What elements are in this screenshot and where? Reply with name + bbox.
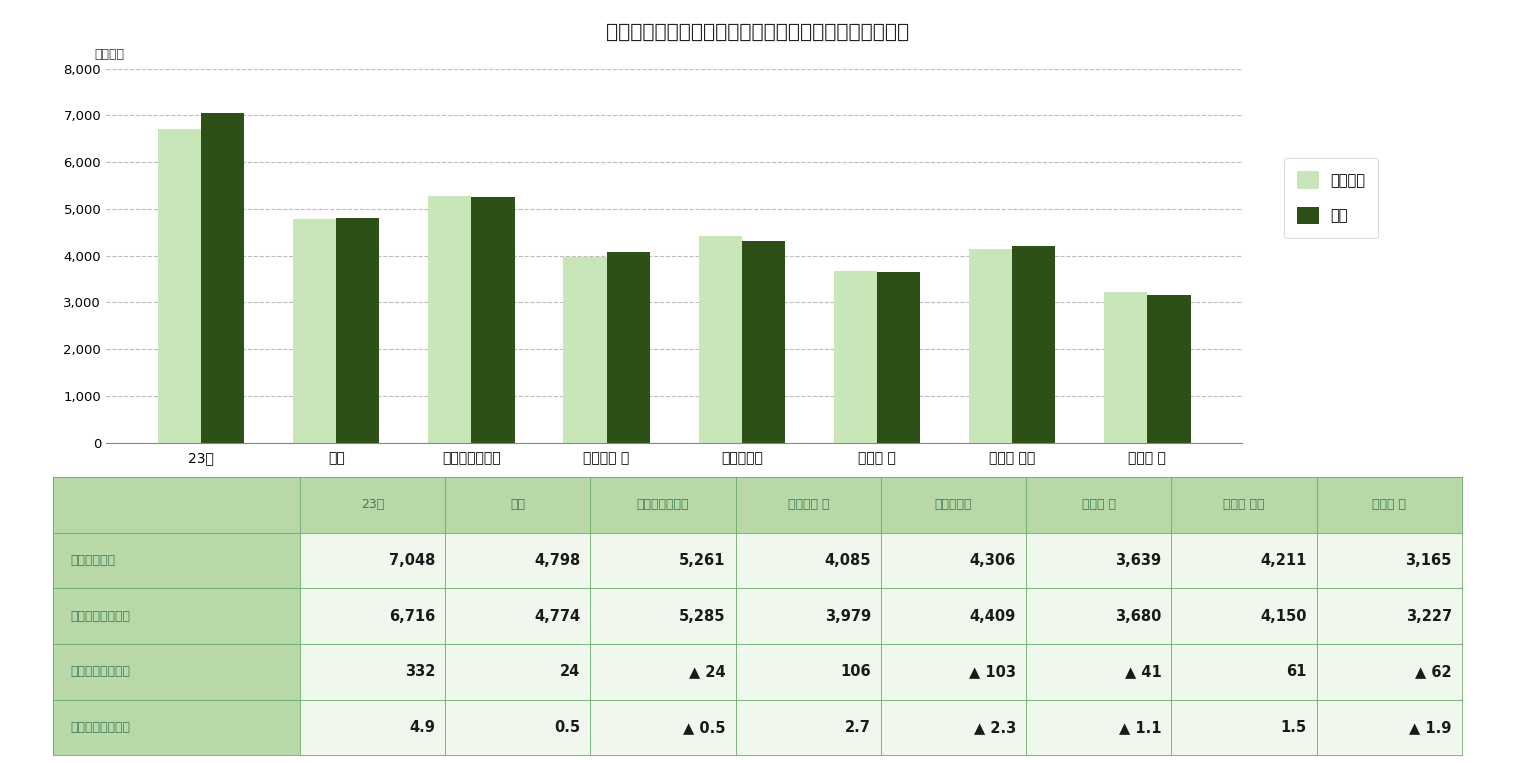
Bar [970,249,1012,443]
Text: 4,306: 4,306 [970,553,1017,568]
Text: 前年同月比（％）: 前年同月比（％） [70,721,130,734]
Text: 332: 332 [405,665,435,679]
Text: 千葉県 他: 千葉県 他 [1373,498,1406,511]
Text: ▲ 24: ▲ 24 [689,665,726,679]
Legend: 前年同月, 当月: 前年同月, 当月 [1283,158,1379,237]
Text: 4.9: 4.9 [409,720,435,735]
Bar [158,129,201,443]
Bar [429,195,471,443]
Bar [606,252,650,443]
Text: 横浜市・川崎市: 横浜市・川崎市 [636,498,689,511]
Text: ▲ 62: ▲ 62 [1415,665,1451,679]
Text: （万円）: （万円） [95,48,124,61]
Text: 106: 106 [841,665,871,679]
Text: 61: 61 [1286,665,1306,679]
Text: 7,048: 7,048 [389,553,435,568]
Text: 1.5: 1.5 [1280,720,1306,735]
Text: 2.7: 2.7 [845,720,871,735]
Bar [292,220,336,443]
Bar [471,197,515,443]
Text: ▲ 41: ▲ 41 [1124,665,1162,679]
Text: ▲ 1.1: ▲ 1.1 [1118,720,1162,735]
Text: 5,261: 5,261 [679,553,726,568]
Text: ＜図表１＞　首都圈８エリアの平均価格（前年同月比）: ＜図表１＞ 首都圈８エリアの平均価格（前年同月比） [606,23,909,42]
Text: 6,716: 6,716 [389,609,435,623]
Text: ▲ 2.3: ▲ 2.3 [974,720,1017,735]
Text: 4,774: 4,774 [535,609,580,623]
Bar [564,256,606,443]
Text: さいたま市: さいたま市 [935,498,973,511]
Text: 4,150: 4,150 [1260,609,1306,623]
Text: 4,409: 4,409 [970,609,1017,623]
Text: 当月（万円）: 当月（万円） [70,554,115,567]
Text: 4,085: 4,085 [824,553,871,568]
Text: 3,979: 3,979 [824,609,871,623]
Text: 23区: 23区 [361,498,385,511]
Text: 神奈川県 他: 神奈川県 他 [788,498,829,511]
Text: 3,639: 3,639 [1115,553,1162,568]
Bar [742,241,785,443]
Text: 5,285: 5,285 [679,609,726,623]
Text: 4,211: 4,211 [1260,553,1306,568]
Text: 前年同月（万円）: 前年同月（万円） [70,610,130,623]
Text: 都下: 都下 [511,498,526,511]
Text: 前年差額（万円）: 前年差額（万円） [70,665,130,678]
Bar [201,113,244,443]
Text: 千葉県 西部: 千葉県 西部 [1223,498,1265,511]
Bar [1012,246,1056,443]
Text: 埼玉県 他: 埼玉県 他 [1082,498,1117,511]
Text: 4,798: 4,798 [535,553,580,568]
Bar [698,237,742,443]
Text: 3,227: 3,227 [1406,609,1451,623]
Text: 3,165: 3,165 [1406,553,1451,568]
Text: ▲ 0.5: ▲ 0.5 [683,720,726,735]
Bar [336,218,379,443]
Text: 3,680: 3,680 [1115,609,1162,623]
Bar [1147,295,1191,443]
Text: 24: 24 [561,665,580,679]
Bar [877,272,920,443]
Bar [833,271,877,443]
Text: ▲ 1.9: ▲ 1.9 [1409,720,1451,735]
Bar [1104,291,1147,443]
Text: 0.5: 0.5 [554,720,580,735]
Text: ▲ 103: ▲ 103 [970,665,1017,679]
